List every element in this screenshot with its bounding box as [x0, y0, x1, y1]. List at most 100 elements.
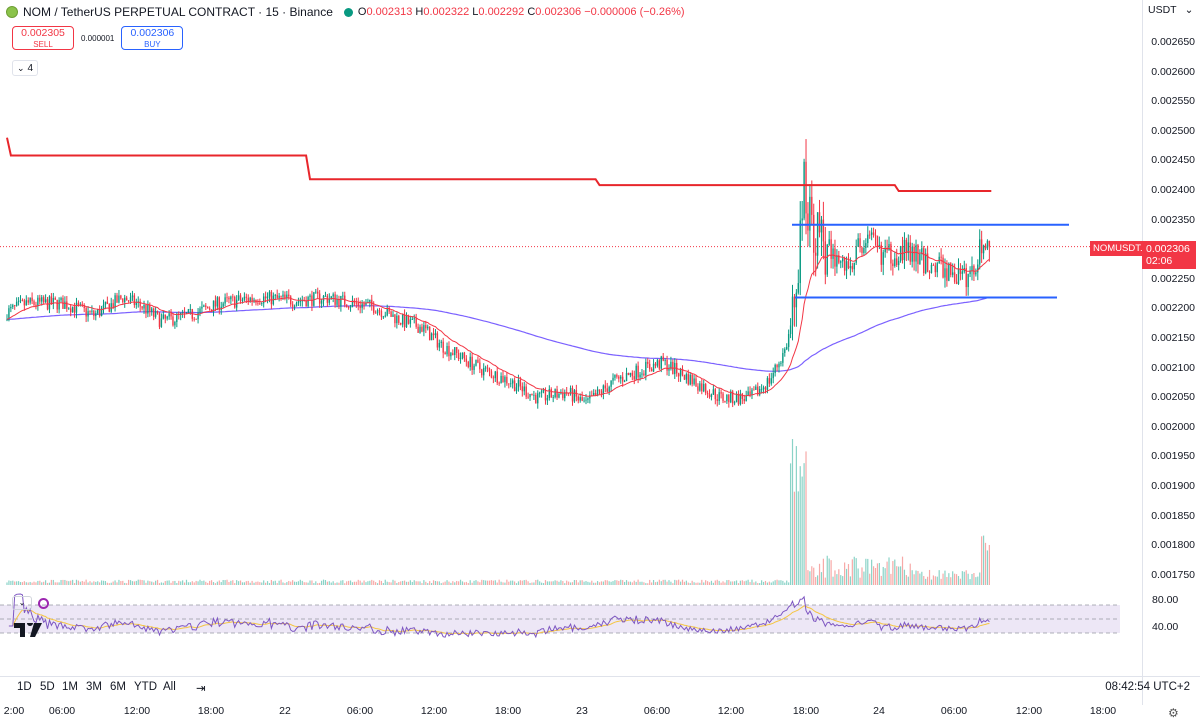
rsi-settings-icon[interactable]	[38, 597, 49, 609]
volume-bar	[961, 571, 963, 585]
candle-body	[195, 318, 197, 320]
volume-bar	[550, 581, 552, 585]
volume-bar	[639, 581, 641, 585]
candle-body	[841, 258, 844, 262]
candle-body	[930, 264, 933, 273]
timeframe-1d-button[interactable]: 1D	[17, 681, 32, 693]
candle-body	[290, 296, 292, 305]
volume-bar	[79, 581, 81, 585]
volume-bar	[596, 581, 599, 585]
clock[interactable]: 08:42:54 UTC+2	[1105, 681, 1190, 693]
rsi-pane[interactable]	[0, 592, 1142, 642]
timeframe-6m-button[interactable]: 6M	[110, 681, 126, 693]
volume-bar	[373, 580, 375, 585]
price-axis[interactable]: 0.002650 0.002600 0.002550 0.002500 0.002450…	[1142, 0, 1200, 705]
candle-body	[27, 300, 29, 303]
volume-bar	[263, 580, 265, 585]
candle-body	[731, 391, 734, 404]
candle-body	[208, 308, 211, 310]
volume-bar	[114, 580, 116, 585]
candle-body	[394, 314, 396, 324]
candle-body	[511, 380, 514, 384]
candle-body	[538, 392, 541, 394]
candle-body	[457, 352, 460, 360]
sell-button[interactable]: 0.002305 SELL	[12, 26, 74, 50]
candle-body	[867, 234, 869, 244]
candle-body	[567, 393, 570, 395]
volume-bar	[365, 582, 367, 585]
volume-bar	[716, 579, 718, 585]
candle-body	[102, 304, 105, 309]
volume-bar	[205, 581, 207, 585]
volume-bar	[319, 582, 321, 585]
candle-body	[703, 384, 705, 392]
candle-body	[577, 396, 579, 401]
candle-body	[689, 374, 691, 385]
date-range-icon[interactable]: ⇥	[196, 683, 206, 695]
candle-body	[905, 239, 908, 254]
volume-bar	[674, 579, 676, 585]
tradingview-logo-icon[interactable]	[14, 623, 42, 637]
volume-bar	[386, 581, 388, 585]
volume-bar	[81, 580, 83, 585]
timeframe-all-button[interactable]: All	[163, 681, 176, 693]
volume-bar	[421, 583, 423, 585]
candlestick-chart[interactable]	[0, 0, 1142, 592]
candle-body	[519, 379, 522, 387]
timeframe-3m-button[interactable]: 3M	[86, 681, 102, 693]
timeframe-1m-button[interactable]: 1M	[62, 681, 78, 693]
symbol-title[interactable]: NOM / TetherUS PERPETUAL CONTRACT · 15 ·…	[23, 5, 333, 19]
volume-bar	[10, 580, 12, 585]
candle-body	[69, 308, 72, 313]
candle-body	[596, 389, 599, 396]
candle-body	[602, 385, 605, 395]
candle-body	[295, 303, 298, 307]
candle-body	[324, 295, 327, 297]
volume-bar	[170, 582, 172, 585]
time-axis[interactable]: 2:00 06:00 12:00 18:00 22 06:00 12:00 18:00 23 06…	[0, 705, 1142, 725]
candle-body	[226, 297, 228, 299]
volume-bar	[952, 571, 954, 585]
volume-bar	[853, 556, 855, 585]
candle-body	[739, 393, 742, 405]
candle-body	[706, 392, 709, 395]
time-axis-label: 06:00	[940, 705, 968, 717]
candle-body	[241, 299, 244, 301]
volume-bar	[228, 582, 230, 585]
candle-body	[728, 394, 730, 403]
price-chart[interactable]	[0, 0, 1142, 592]
volume-bar	[299, 579, 301, 585]
volume-bar	[234, 583, 236, 585]
indicators-toggle[interactable]: ⌄ 4	[12, 60, 39, 76]
candle-body	[843, 258, 846, 271]
timeframe-ytd-button[interactable]: YTD	[134, 681, 157, 693]
currency-selector[interactable]: USDT ⌄	[1148, 4, 1193, 16]
volume-bar	[33, 581, 35, 585]
candle-body	[936, 263, 938, 273]
volume-bar	[492, 580, 494, 585]
candle-body	[502, 375, 504, 383]
volume-bar	[541, 582, 543, 585]
timeframe-5d-button[interactable]: 5D	[40, 681, 55, 693]
candle-body	[924, 253, 927, 274]
volume-bar	[766, 582, 769, 585]
volume-bar	[135, 580, 137, 585]
buy-button[interactable]: 0.002306 BUY	[121, 26, 184, 50]
candle-body	[685, 374, 688, 380]
candle-body	[625, 372, 628, 382]
chevron-down-icon: ⌄	[1184, 4, 1194, 16]
volume-bar	[519, 580, 521, 585]
rsi-collapse-button[interactable]: ⌄	[12, 596, 32, 610]
candle-body	[118, 295, 120, 303]
gear-icon[interactable]: ⚙	[1168, 706, 1179, 720]
volume-bar	[515, 583, 518, 585]
ema-slow-line	[6, 296, 990, 372]
volume-bar	[568, 581, 570, 585]
candle-body	[430, 333, 433, 341]
volume-bar	[975, 577, 977, 585]
candle-body	[950, 263, 952, 275]
candle-body	[674, 362, 676, 375]
candle-body	[845, 261, 848, 271]
volume-bar	[811, 566, 813, 585]
volume-bar	[224, 580, 226, 585]
